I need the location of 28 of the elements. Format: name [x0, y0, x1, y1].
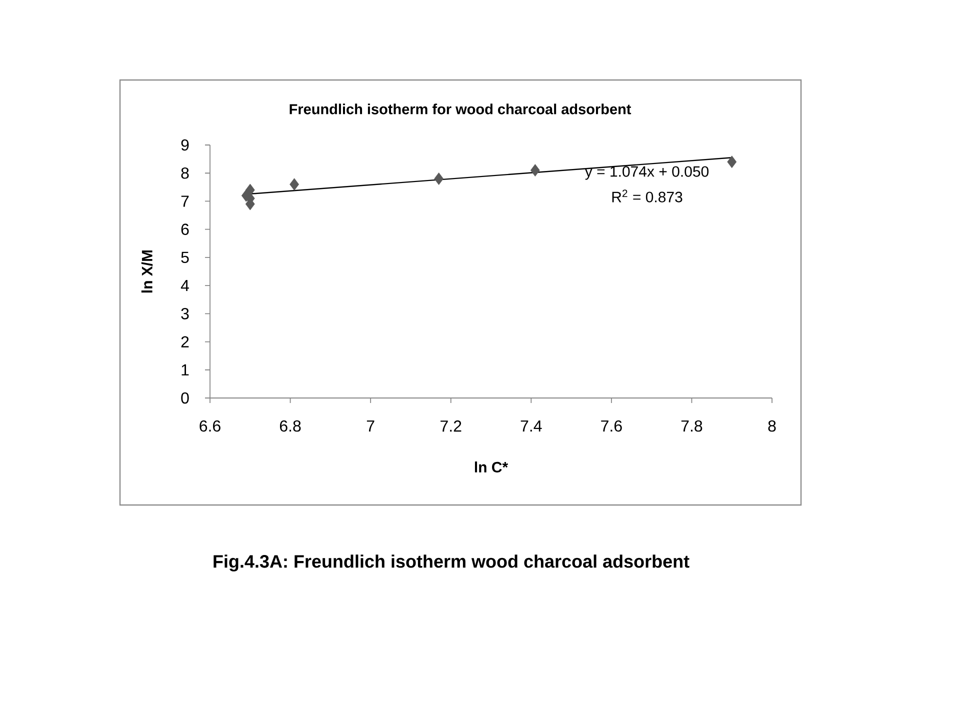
- x-axis-title: ln C*: [474, 461, 508, 472]
- caption: Fig.4.3A: Freundlich isotherm wood charcoal adsorbent: [214, 554, 690, 572]
- point: [530, 164, 540, 177]
- y-tick-label: 2: [181, 336, 189, 348]
- x-tick-label: 6.6: [200, 420, 220, 432]
- y-tick-label: 4: [180, 280, 189, 292]
- y-tick-label: 1: [182, 364, 189, 376]
- point: [727, 156, 737, 168]
- x-tick-label: 8: [768, 420, 776, 432]
- annotation: y = 1.074x + 0.050: [584, 166, 709, 180]
- y-tick-label: 3: [181, 308, 189, 320]
- chart-title: Freundlich isotherm for wood charcoal adsorbent: [290, 104, 632, 114]
- y-tick-label: 6: [181, 224, 189, 235]
- point: [290, 178, 300, 191]
- y-axis-title: ln X/M: [141, 250, 153, 293]
- x-tick-label: 6.8: [280, 420, 301, 432]
- y-tick-label: 8: [181, 167, 189, 179]
- y-tick-label: 7: [181, 196, 189, 207]
- point: [434, 172, 444, 185]
- x-tick-label: 7.4: [520, 420, 542, 432]
- y-tick-label: 9: [181, 139, 189, 151]
- x-tick-label: 7: [366, 420, 374, 432]
- x-tick-label: 7.8: [681, 420, 702, 432]
- annotation: R$^{2}$ = 0.873: [612, 190, 682, 202]
- y-tick-label: 5: [181, 252, 189, 264]
- x-tick-label: 7.6: [601, 420, 622, 432]
- x-tick-label: 7.2: [440, 420, 462, 432]
- y-tick-label: 0: [181, 392, 189, 404]
